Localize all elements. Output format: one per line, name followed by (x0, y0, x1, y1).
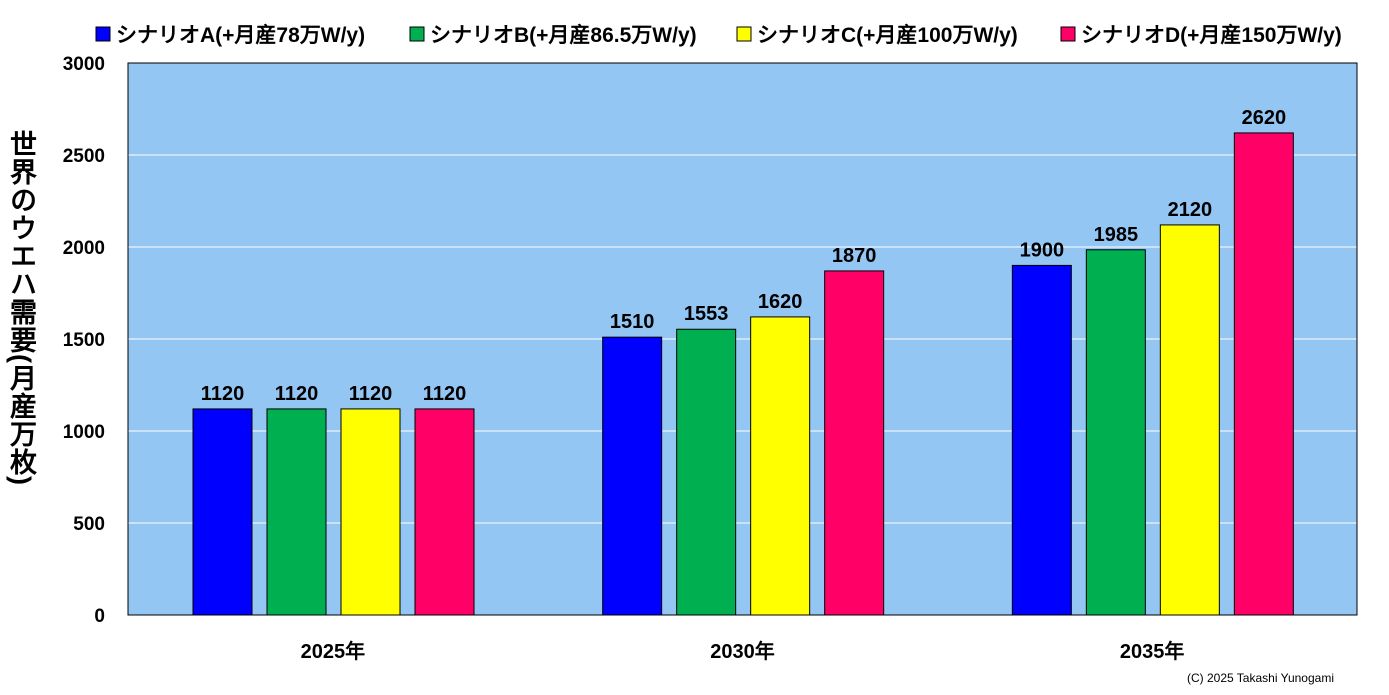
data-label: 1120 (201, 383, 244, 405)
x-tick-label: 2035年 (1120, 639, 1185, 663)
legend-label: シナリオB(+月産86.5万W/y) (430, 23, 697, 47)
legend-swatch (95, 26, 111, 42)
bar (192, 408, 253, 616)
bar (824, 270, 885, 616)
bar (1085, 249, 1146, 616)
x-tick-label: 2025年 (301, 639, 366, 663)
x-tick-label: 2030年 (710, 639, 775, 663)
data-label: 1620 (758, 291, 803, 313)
data-label: 1120 (423, 383, 466, 405)
bar (1233, 132, 1294, 616)
data-label: 1120 (275, 383, 318, 405)
plot-border (127, 62, 1358, 616)
data-label: 2620 (1242, 107, 1287, 129)
data-label: 1985 (1094, 224, 1139, 246)
data-label: 2120 (1168, 199, 1213, 221)
data-label: 1510 (610, 311, 655, 333)
bar (602, 336, 663, 616)
data-label: 1900 (1020, 239, 1065, 261)
y-tick-label: 1000 (63, 422, 105, 443)
y-tick-label: 500 (73, 514, 105, 535)
bar (750, 316, 811, 616)
legend-swatch (736, 26, 752, 42)
y-tick-label: 2500 (63, 146, 105, 167)
legend-label: シナリオC(+月産100万W/y) (757, 23, 1018, 47)
bar (1159, 224, 1220, 616)
legend-swatch (409, 26, 425, 42)
bar (266, 408, 327, 616)
bar (1011, 264, 1072, 616)
data-label: 1553 (684, 303, 729, 325)
bar (340, 408, 401, 616)
legend-label: シナリオD(+月産150万W/y) (1081, 23, 1342, 47)
y-tick-label: 3000 (63, 54, 105, 75)
bar (676, 328, 737, 616)
y-tick-label: 2000 (63, 238, 105, 259)
y-tick-label: 1500 (63, 330, 105, 351)
bar (414, 408, 475, 616)
legend-label: シナリオA(+月産78万W/y) (116, 23, 365, 47)
data-label: 1870 (832, 245, 877, 267)
copyright: (C) 2025 Takashi Yunogami (1187, 671, 1334, 685)
y-tick-label: 0 (94, 606, 105, 627)
y-axis-label: 世界のウエハ需要(月産万枚) (6, 130, 36, 486)
legend-swatch (1060, 26, 1076, 42)
data-label: 1120 (349, 383, 392, 405)
